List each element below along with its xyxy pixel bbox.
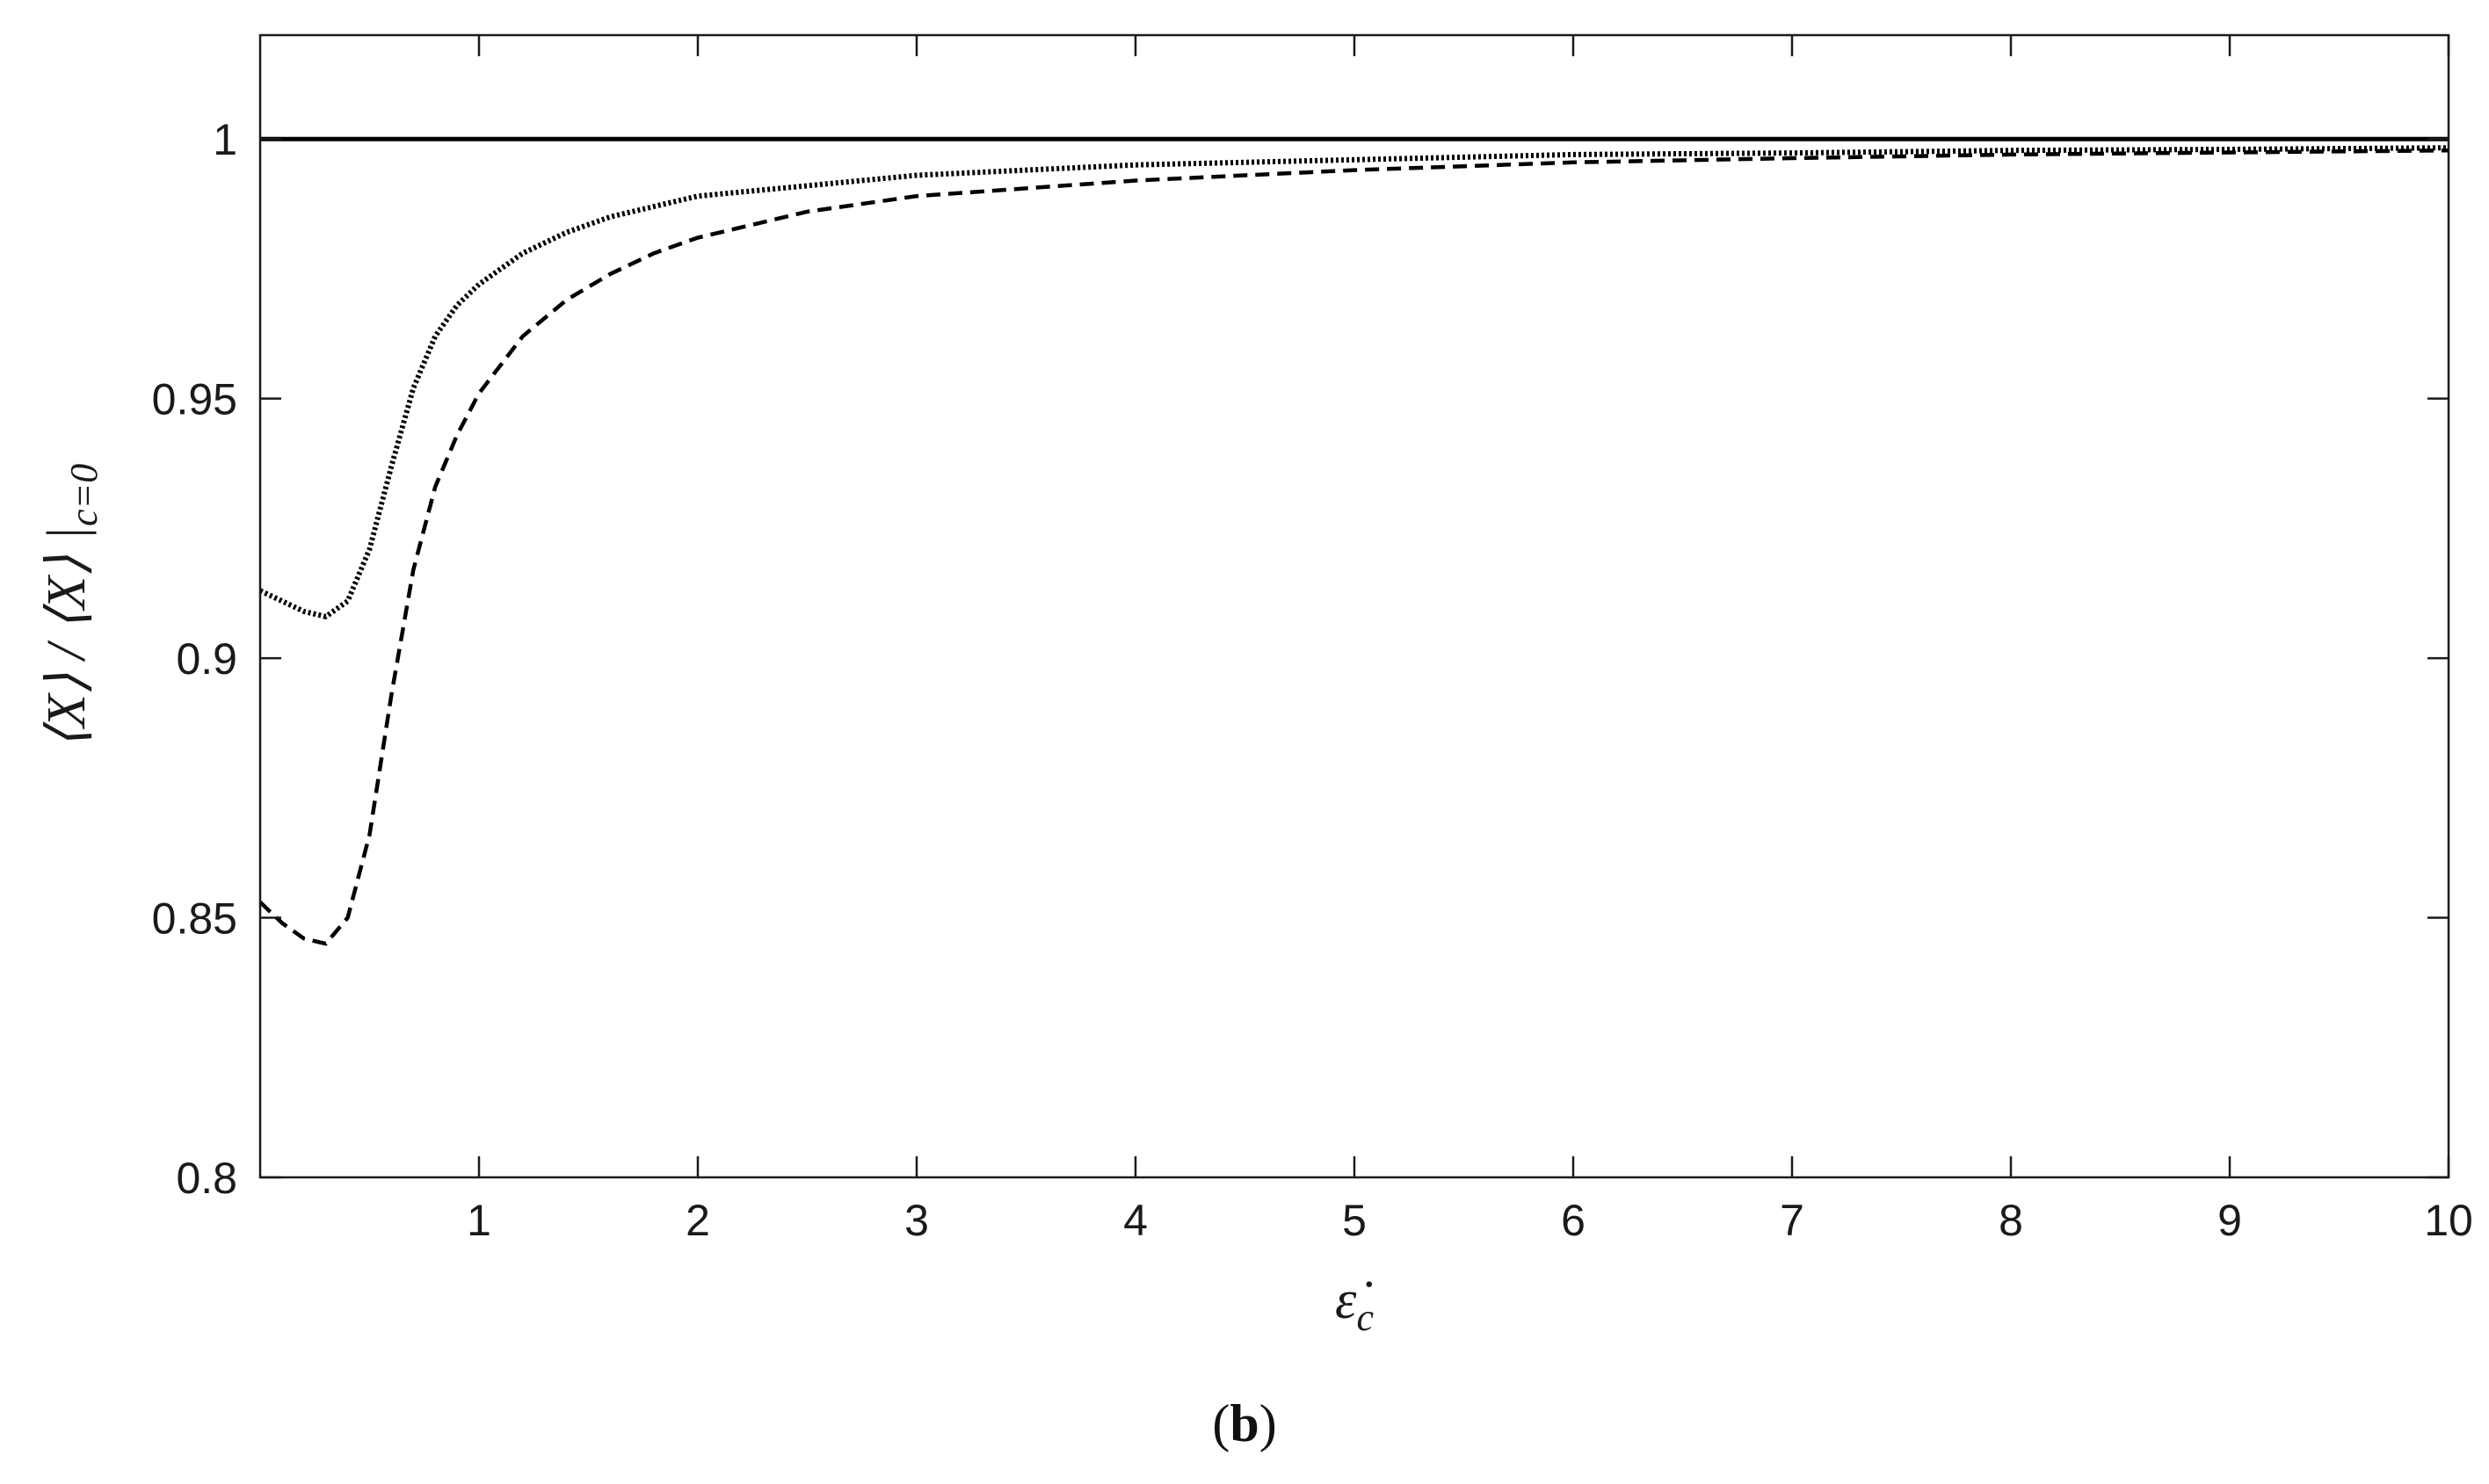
x-tick-label: 10 [2424,1196,2473,1245]
caption-letter: b [1230,1394,1259,1452]
x-tick-label: 3 [904,1196,929,1245]
x-tick-label: 2 [686,1196,710,1245]
caption-close-paren: ) [1259,1394,1277,1452]
x-tick-label: 8 [1999,1196,2023,1245]
y-axis-title: ⟨X⟩ / ⟨X⟩ |c=0 [37,464,105,749]
x-tick-label: 1 [467,1196,491,1245]
x-tick-label: 7 [1780,1196,1804,1245]
series-line-dotted [258,145,2449,619]
y-tick-label: 0.85 [152,894,237,944]
x-axis-title-subscript: c [1356,1296,1374,1339]
y-axis-title-subscript: c=0 [62,464,105,526]
ticks-layer: 1 2 3 4 5 6 7 8 9 10 0.8 0.85 0.9 0.95 1 [152,35,2473,1245]
x-tick-label: 5 [1342,1196,1367,1245]
x-tick-label: 4 [1123,1196,1148,1245]
axes-frame [258,33,2450,1179]
y-tick-label: 0.95 [152,375,237,424]
y-tick-label: 1 [213,115,237,164]
y-axis-title-main: ⟨X⟩ / ⟨X⟩ | [37,526,97,749]
series-layer [258,136,2449,946]
y-tick-label: 0.9 [176,634,237,684]
x-axis-title: ε̇c [1335,1270,1374,1339]
series-line-dashed [258,148,2449,946]
caption-open-paren: ( [1212,1394,1230,1452]
x-tick-label: 9 [2217,1196,2242,1245]
figure-caption: (b) [1212,1394,1276,1452]
x-tick-label: 6 [1561,1196,1586,1245]
y-tick-label: 0.8 [176,1154,237,1203]
